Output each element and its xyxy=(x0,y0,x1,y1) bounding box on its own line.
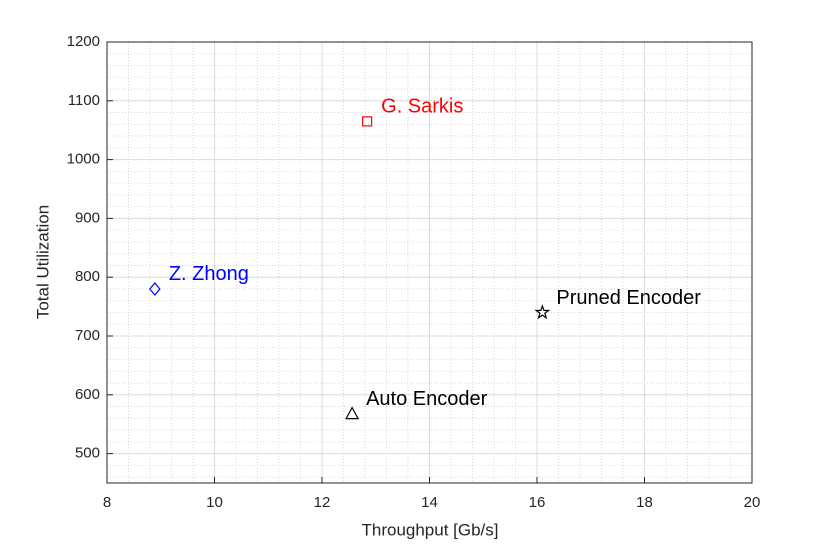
plot-frame xyxy=(106,41,753,484)
x-tick-label: 10 xyxy=(206,494,223,511)
x-tick-label: 12 xyxy=(314,494,331,511)
point-label: Auto Encoder xyxy=(366,388,488,410)
y-tick-label: 600 xyxy=(75,386,100,403)
point-label: G. Sarkis xyxy=(381,96,463,118)
y-axis-label: Total Utilization xyxy=(33,205,52,319)
x-tick-label: 14 xyxy=(421,494,438,511)
point xyxy=(362,116,373,127)
x-tick-label: 18 xyxy=(636,494,653,511)
y-tick-label: 900 xyxy=(75,209,100,226)
x-tick-label: 8 xyxy=(103,494,111,511)
point xyxy=(149,282,161,296)
point xyxy=(534,304,551,320)
y-tick-label: 1000 xyxy=(67,151,100,168)
y-tick-label: 500 xyxy=(75,445,100,462)
x-tick-label: 20 xyxy=(744,494,761,511)
y-tick-label: 700 xyxy=(75,327,100,344)
point xyxy=(345,406,360,420)
y-tick-label: 1100 xyxy=(68,92,100,109)
y-tick-label: 800 xyxy=(75,268,100,285)
y-tick-label: 1200 xyxy=(67,33,100,50)
point-label: Z. Zhong xyxy=(169,263,249,285)
x-tick-label: 16 xyxy=(529,494,546,511)
point-label: Pruned Encoder xyxy=(556,287,701,309)
x-axis-label: Throughput [Gb/s] xyxy=(361,520,498,539)
